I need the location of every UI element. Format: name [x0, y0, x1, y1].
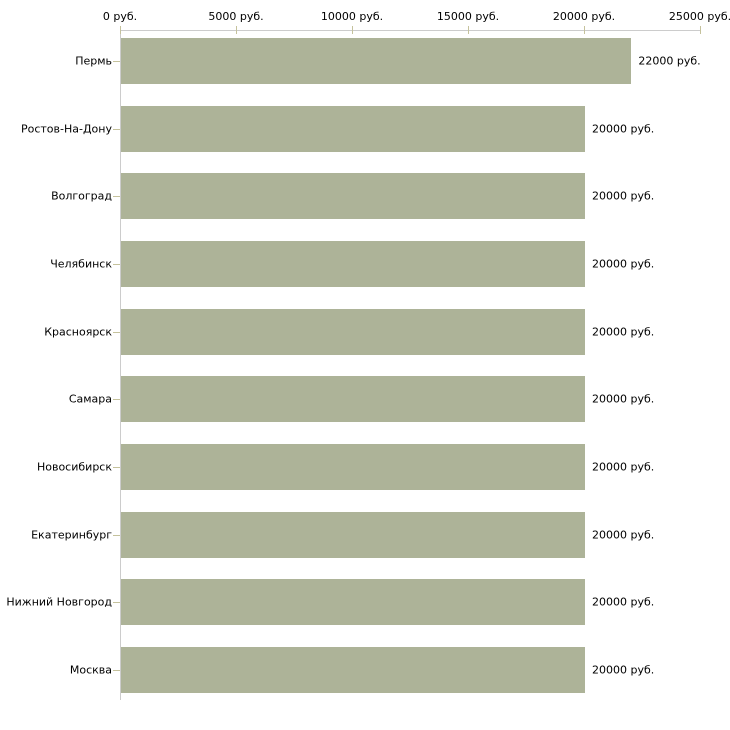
category-tick-mark [113, 129, 120, 130]
value-label: 20000 руб. [592, 122, 655, 136]
value-label: 20000 руб. [592, 595, 655, 609]
x-tick-mark [700, 26, 701, 34]
x-tick-mark [352, 26, 353, 34]
bar-Пермь [121, 38, 632, 84]
value-label: 20000 руб. [592, 460, 655, 474]
bar-Челябинск [121, 240, 585, 287]
category-label: Новосибирск [36, 460, 112, 474]
x-tick-label: 25000 руб. [668, 10, 730, 23]
value-label: 20000 руб. [592, 189, 655, 203]
bar-Москва [121, 646, 585, 693]
category-tick-mark [113, 602, 120, 603]
value-label: 20000 руб. [592, 392, 655, 406]
category-tick-mark [113, 467, 120, 468]
category-label: Екатеринбург [31, 528, 112, 542]
x-tick-label: 20000 руб. [552, 10, 616, 23]
x-tick-label: 10000 руб. [320, 10, 384, 23]
x-tick-mark [584, 26, 585, 34]
bar-Красноярск [121, 308, 585, 355]
value-label: 22000 руб. [638, 54, 701, 68]
value-label: 20000 руб. [592, 663, 655, 677]
x-tick-label: 15000 руб. [436, 10, 500, 23]
value-label: 20000 руб. [592, 528, 655, 542]
category-tick-mark [113, 264, 120, 265]
category-label: Ростов-На-Дону [20, 122, 112, 136]
bar-Нижний Новгород [121, 579, 585, 626]
value-label: 20000 руб. [592, 257, 655, 271]
x-tick-label: 5000 руб. [208, 10, 264, 23]
category-tick-mark [113, 399, 120, 400]
y-axis-line [120, 30, 121, 700]
category-label: Челябинск [50, 257, 112, 271]
x-axis-line [120, 30, 701, 31]
bar-Самара [121, 376, 585, 423]
bar-Волгоград [121, 173, 585, 220]
category-tick-mark [113, 535, 120, 536]
x-tick-mark [236, 26, 237, 34]
bar-Новосибирск [121, 443, 585, 490]
category-label: Пермь [75, 54, 112, 68]
bar-Ростов-На-Дону [121, 105, 585, 152]
category-label: Красноярск [44, 325, 112, 339]
category-label: Нижний Новгород [6, 595, 112, 609]
category-label: Волгоград [51, 189, 112, 203]
category-tick-mark [113, 61, 120, 62]
bar-Екатеринбург [121, 511, 585, 558]
x-tick-label: 0 руб. [102, 10, 138, 23]
category-tick-mark [113, 332, 120, 333]
x-tick-mark [120, 26, 121, 34]
category-label: Самара [68, 392, 112, 406]
category-tick-mark [113, 196, 120, 197]
value-label: 20000 руб. [592, 325, 655, 339]
category-tick-mark [113, 670, 120, 671]
x-tick-mark [468, 26, 469, 34]
category-label: Москва [69, 663, 112, 677]
